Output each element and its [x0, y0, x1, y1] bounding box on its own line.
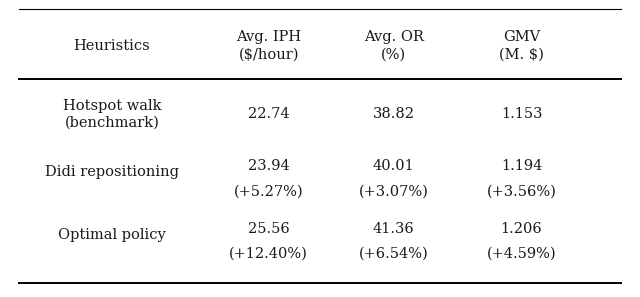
Text: 1.153: 1.153: [501, 107, 542, 121]
Text: 38.82: 38.82: [372, 107, 415, 121]
Text: 40.01: 40.01: [372, 159, 415, 173]
Text: (+6.54%): (+6.54%): [359, 247, 428, 261]
Text: Hotspot walk
(benchmark): Hotspot walk (benchmark): [63, 99, 161, 129]
Text: 22.74: 22.74: [248, 107, 290, 121]
Text: 1.194: 1.194: [501, 159, 542, 173]
Text: (+12.40%): (+12.40%): [229, 247, 308, 261]
Text: 1.206: 1.206: [500, 222, 543, 236]
Text: (+3.07%): (+3.07%): [358, 184, 429, 199]
Text: (+3.56%): (+3.56%): [486, 184, 557, 199]
Text: 41.36: 41.36: [372, 222, 415, 236]
Text: Didi repositioning: Didi repositioning: [45, 165, 179, 179]
Text: 25.56: 25.56: [248, 222, 290, 236]
Text: 23.94: 23.94: [248, 159, 290, 173]
Text: Avg. IPH
($/hour): Avg. IPH ($/hour): [236, 30, 301, 62]
Text: GMV
(M. $): GMV (M. $): [499, 30, 544, 62]
Text: Optimal policy: Optimal policy: [58, 228, 166, 242]
Text: Heuristics: Heuristics: [74, 39, 150, 53]
Text: (+5.27%): (+5.27%): [234, 184, 303, 199]
Text: Avg. OR
(%): Avg. OR (%): [364, 30, 424, 62]
Text: (+4.59%): (+4.59%): [487, 247, 556, 261]
